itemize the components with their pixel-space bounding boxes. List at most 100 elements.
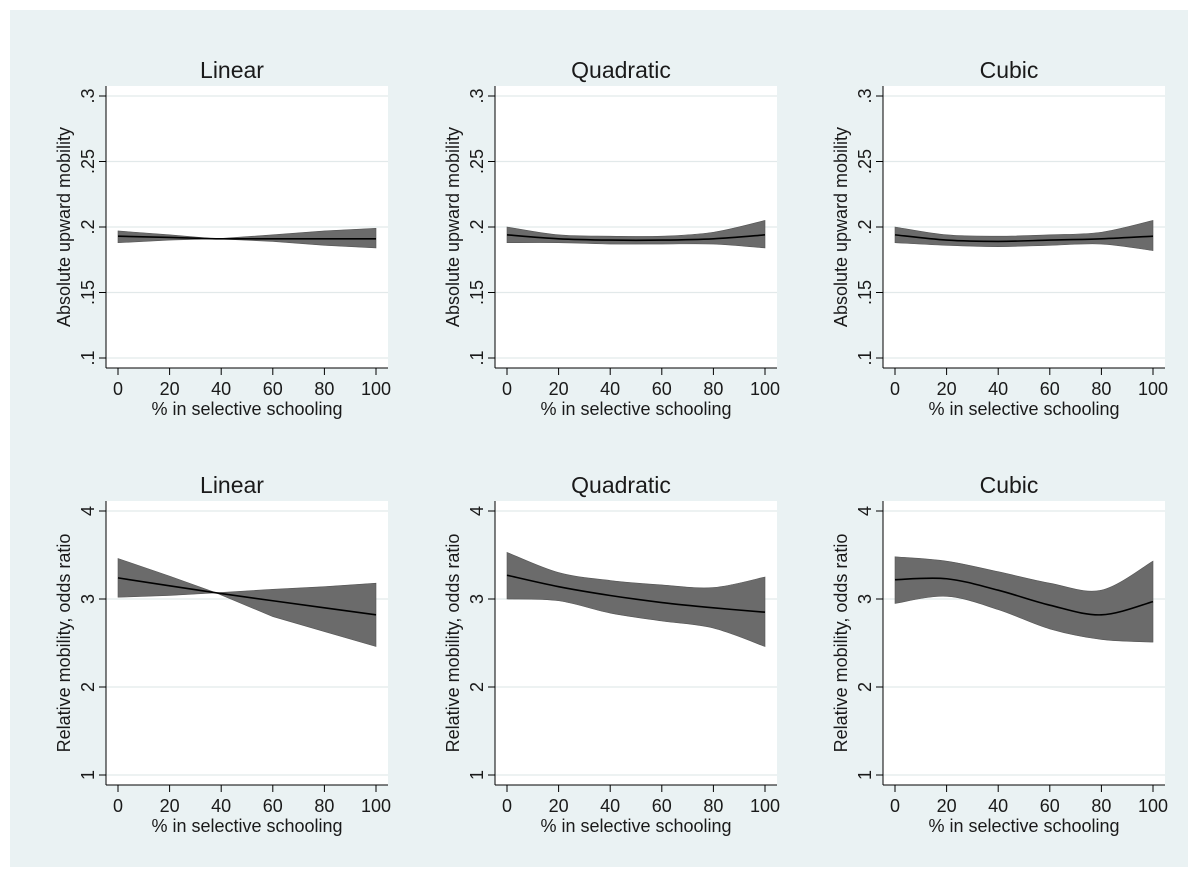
x-tick-label: 100 [1138, 796, 1168, 816]
x-axis-label: % in selective schooling [540, 816, 731, 836]
x-tick-label: 100 [1138, 379, 1168, 399]
panel-2: 0 20 40 60 80 100 .1 .15 .2 .25 .3 Quadratic % in se… [443, 57, 780, 419]
x-tick-label: 80 [703, 379, 723, 399]
y-tick-label: .25 [855, 149, 875, 174]
x-tick-label: 80 [703, 796, 723, 816]
x-tick-label: 40 [600, 379, 620, 399]
y-tick-label: 4 [78, 506, 98, 516]
confidence-band [506, 220, 766, 249]
y-tick-label: .3 [467, 88, 487, 103]
y-tick-label: .2 [855, 219, 875, 234]
x-tick-label: 100 [750, 796, 780, 816]
x-axis-label: % in selective schooling [928, 816, 1119, 836]
figure-background: 0 20 40 60 80 100.1.15.2.25.3 Linear% in selec… [10, 10, 1188, 867]
y-tick-label: 2 [855, 682, 875, 692]
y-axis-label: Relative mobility, odds ratio [443, 534, 463, 753]
panel-title: Cubic [980, 57, 1039, 83]
y-tick-label: .25 [78, 149, 98, 174]
x-tick-label: 40 [988, 379, 1008, 399]
y-tick-label: .2 [467, 219, 487, 234]
x-tick-label: 20 [549, 379, 569, 399]
y-axis-label: Absolute upward mobility [54, 127, 74, 327]
x-tick-label: 0 [113, 796, 123, 816]
confidence-band [894, 220, 1154, 251]
x-tick-label: 100 [361, 379, 391, 399]
y-tick-label: 2 [78, 682, 98, 692]
panel-title: Cubic [980, 472, 1039, 498]
y-axis-label: Relative mobility, odds ratio [831, 534, 851, 753]
fitted-line [506, 234, 766, 242]
x-axis-label: % in selective schooling [928, 399, 1119, 419]
y-axis-label: Absolute upward mobility [831, 127, 851, 327]
x-tick-label: 0 [502, 379, 512, 399]
x-tick-label: 20 [549, 796, 569, 816]
panel-title: Linear [200, 57, 264, 83]
y-tick-label: 4 [855, 506, 875, 516]
x-tick-label: 20 [160, 796, 180, 816]
y-axis-label: Relative mobility, odds ratio [54, 534, 74, 753]
panel-title: Linear [200, 472, 264, 498]
x-tick-label: 80 [1091, 379, 1111, 399]
fitted-line [894, 234, 1154, 243]
y-tick-label: 4 [467, 506, 487, 516]
panel-1: 0 20 40 60 80 100 .1 .15 .2 .25 .3 Linear % in selec… [54, 57, 391, 419]
panel-5: 0 20 40 60 80 100 1 2 3 4 Quadratic % in selective … [443, 472, 780, 836]
panel-3: 0 20 40 60 80 100 .1 .15 .2 .25 .3 Cubic % in select… [831, 57, 1168, 419]
x-tick-label: 100 [750, 379, 780, 399]
x-tick-label: 80 [314, 379, 334, 399]
x-axis-label: % in selective schooling [151, 399, 342, 419]
plot-area [495, 501, 777, 785]
y-axis-label: Absolute upward mobility [443, 127, 463, 327]
x-tick-label: 60 [1040, 379, 1060, 399]
y-tick-label: 3 [855, 594, 875, 604]
y-tick-label: .3 [855, 88, 875, 103]
y-tick-label: .1 [467, 350, 487, 365]
y-tick-label: 2 [467, 682, 487, 692]
x-tick-label: 40 [211, 796, 231, 816]
x-tick-label: 60 [1040, 796, 1060, 816]
plot-area [883, 501, 1165, 785]
x-tick-label: 0 [502, 796, 512, 816]
y-tick-label: 3 [467, 594, 487, 604]
x-tick-label: 20 [937, 379, 957, 399]
plot-area [106, 501, 388, 785]
x-tick-label: 80 [1091, 796, 1111, 816]
fitted-line [894, 577, 1154, 616]
x-tick-label: 40 [988, 796, 1008, 816]
y-tick-label: .15 [78, 280, 98, 305]
x-tick-label: 0 [890, 796, 900, 816]
panel-6: 0 20 40 60 80 100 1 2 3 4 Cubic % in selective scho… [831, 472, 1168, 836]
x-tick-label: 0 [113, 379, 123, 399]
confidence-band [894, 556, 1154, 643]
fitted-line [117, 577, 377, 616]
x-tick-label: 60 [652, 379, 672, 399]
y-tick-label: .1 [855, 350, 875, 365]
y-tick-label: .3 [78, 88, 98, 103]
x-tick-label: 40 [211, 379, 231, 399]
y-tick-label: 1 [855, 770, 875, 780]
x-tick-label: 60 [652, 796, 672, 816]
x-tick-label: 60 [263, 796, 283, 816]
y-tick-label: .2 [78, 219, 98, 234]
x-tick-label: 20 [937, 796, 957, 816]
y-tick-label: .1 [78, 350, 98, 365]
x-axis-label: % in selective schooling [540, 399, 731, 419]
panel-4: 0 20 40 60 80 100 1 2 3 4 Linear % in selective sch… [54, 472, 391, 836]
y-tick-label: 1 [78, 770, 98, 780]
panel-title: Quadratic [571, 472, 671, 498]
x-tick-label: 0 [890, 379, 900, 399]
y-tick-label: 1 [467, 770, 487, 780]
fitted-line [506, 574, 766, 613]
y-tick-label: 3 [78, 594, 98, 604]
y-tick-label: .15 [467, 280, 487, 305]
x-axis-label: % in selective schooling [151, 816, 342, 836]
panel-title: Quadratic [571, 57, 671, 83]
x-tick-label: 60 [263, 379, 283, 399]
y-tick-label: .25 [467, 149, 487, 174]
x-tick-label: 20 [160, 379, 180, 399]
x-tick-label: 40 [600, 796, 620, 816]
y-tick-label: .15 [855, 280, 875, 305]
x-tick-label: 80 [314, 796, 334, 816]
fitted-line [117, 235, 376, 240]
